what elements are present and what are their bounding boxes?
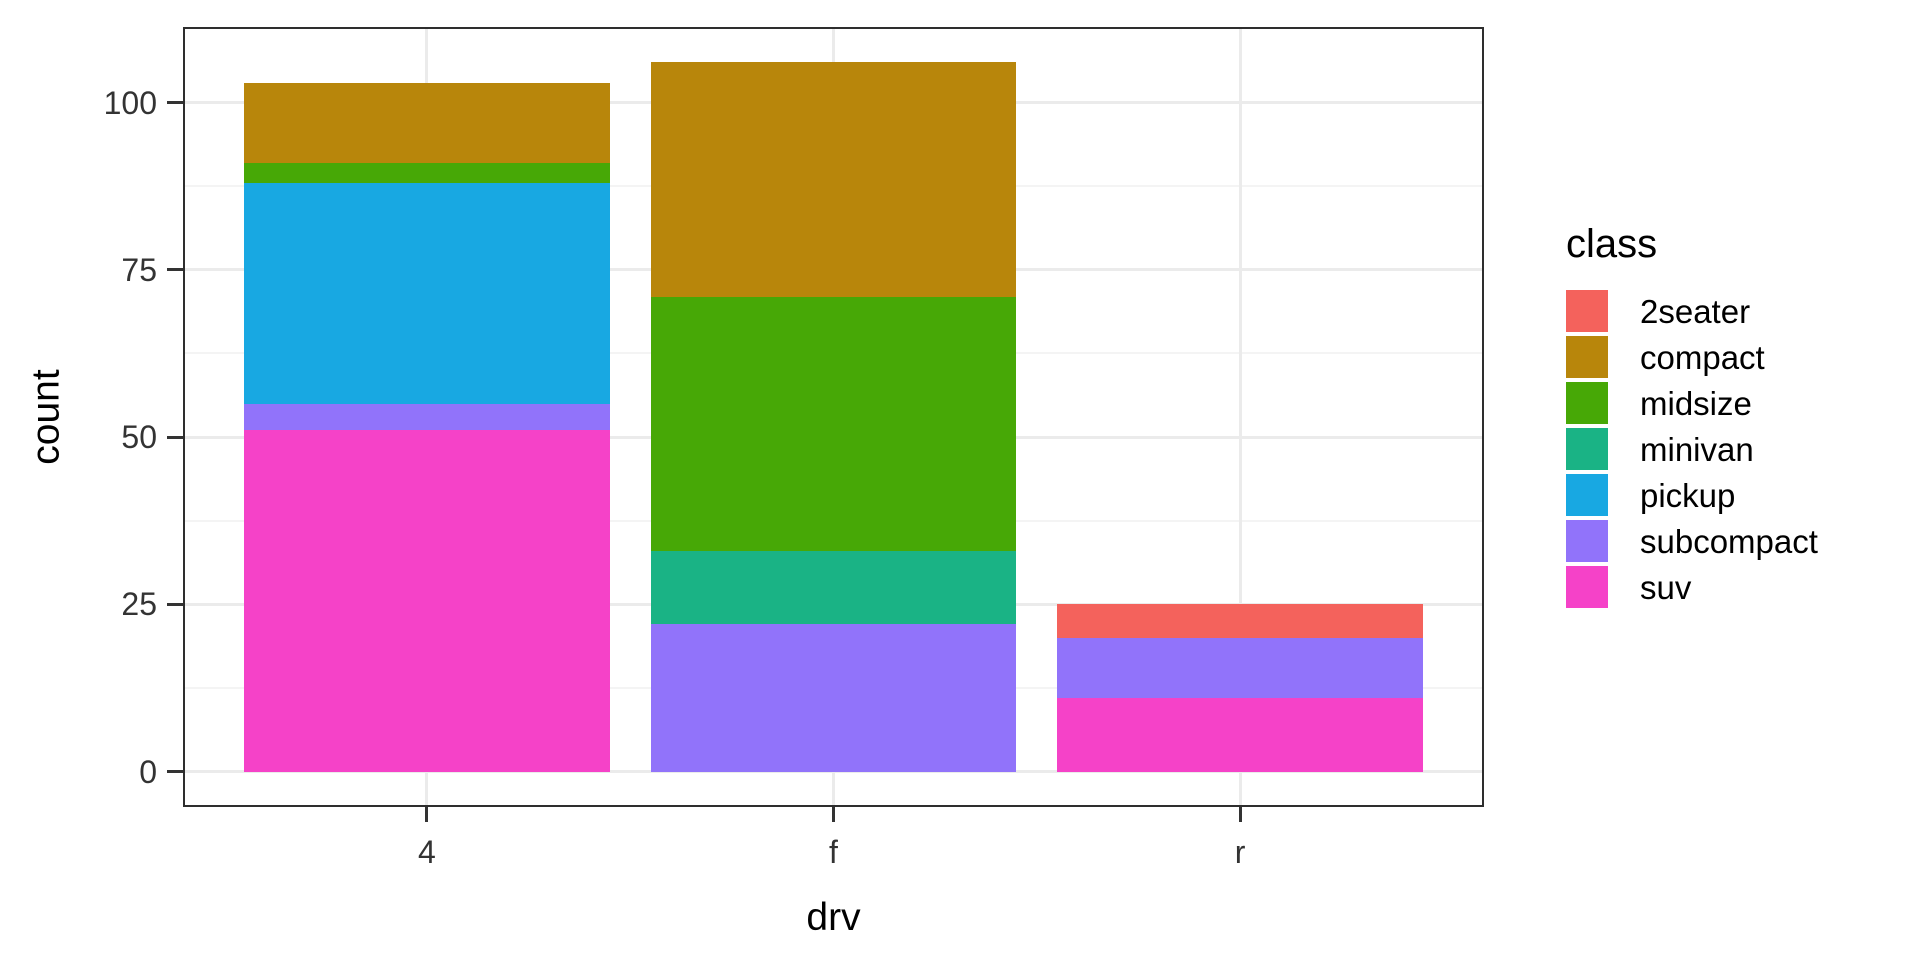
bar-segment-4-suv (243, 430, 610, 772)
legend-swatch-pickup (1566, 474, 1608, 516)
y-tick-mark (167, 435, 183, 439)
y-tick-label: 100 (103, 84, 157, 121)
y-tick-mark (167, 602, 183, 606)
bar-segment-f-subcompact (650, 624, 1017, 772)
y-tick-mark (167, 770, 183, 774)
legend-items: 2seater compact midsize minivan pickup subcom… (1566, 288, 1818, 610)
legend-label: compact (1640, 338, 1765, 376)
x-tick-label: 4 (418, 834, 436, 870)
bar-segment-4-subcompact (243, 403, 610, 431)
bar-segment-4-midsize (243, 162, 610, 183)
legend-row-minivan: minivan (1566, 426, 1818, 472)
legend-swatch-2seater (1566, 290, 1608, 332)
y-tick-label: 75 (121, 251, 157, 288)
legend-label: pickup (1640, 476, 1736, 514)
bar-segment-4-compact (243, 82, 610, 163)
bar-segment-r-suv (1057, 697, 1424, 772)
x-tick-mark (1238, 807, 1242, 822)
y-tick-mark (167, 268, 183, 272)
y-axis-title: count (24, 369, 68, 465)
bar-segment-f-midsize (650, 296, 1017, 551)
legend: class 2seater compact midsize minivan pickup… (1566, 222, 1818, 610)
bar-segment-r-subcompact (1057, 637, 1424, 698)
x-tick-label: f (829, 834, 838, 870)
legend-label: 2seater (1640, 292, 1751, 330)
legend-swatch-suv (1566, 566, 1608, 608)
bar-segment-f-minivan (650, 550, 1017, 625)
x-axis-title: drv (806, 896, 861, 939)
x-tick-label: r (1234, 834, 1246, 870)
x-tick-mark (425, 807, 429, 822)
legend-swatch-minivan (1566, 428, 1608, 470)
legend-row-2seater: 2seater (1566, 288, 1818, 334)
bar-segment-f-compact (650, 62, 1017, 297)
legend-swatch-midsize (1566, 382, 1608, 424)
legend-swatch-compact (1566, 336, 1608, 378)
legend-row-suv: suv (1566, 564, 1818, 610)
y-tick-label: 25 (121, 586, 157, 623)
legend-label: midsize (1640, 384, 1752, 422)
bar-segment-4-pickup (243, 182, 610, 404)
bar-segment-r-2seater (1057, 604, 1424, 638)
legend-label: minivan (1640, 430, 1754, 468)
grid-major-vline (1238, 27, 1242, 807)
legend-title: class (1566, 222, 1658, 266)
y-tick-label: 0 (139, 753, 157, 790)
y-tick-label: 50 (121, 419, 157, 456)
legend-row-pickup: pickup (1566, 472, 1818, 518)
legend-row-midsize: midsize (1566, 380, 1818, 426)
legend-swatch-subcompact (1566, 520, 1608, 562)
legend-row-compact: compact (1566, 334, 1818, 380)
legend-label: subcompact (1640, 522, 1818, 560)
legend-row-subcompact: subcompact (1566, 518, 1818, 564)
x-tick-mark (832, 807, 835, 822)
y-tick-mark (167, 101, 183, 105)
plot-panel (183, 27, 1484, 807)
legend-label: suv (1640, 568, 1692, 606)
